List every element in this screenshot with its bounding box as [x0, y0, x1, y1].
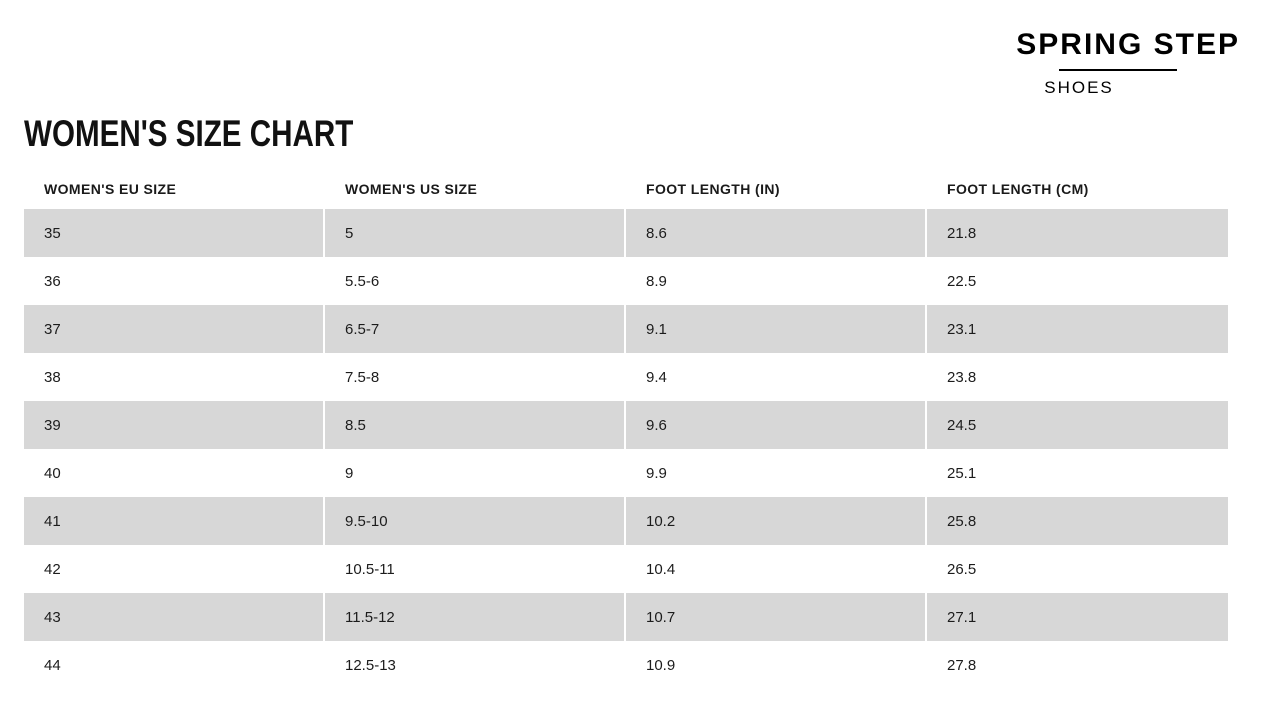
- table-cell: 25.1: [947, 464, 977, 482]
- table-cell: 43: [24, 593, 323, 641]
- table-cell: 35: [24, 209, 323, 257]
- table-cell: 23.8: [947, 368, 977, 386]
- table-cell: 7.5-8: [345, 368, 380, 386]
- table-cell: 41: [24, 497, 323, 545]
- column-header: WOMEN'S US SIZE: [345, 180, 478, 197]
- table-cell: 5: [325, 209, 624, 257]
- table-cell: 9.4: [646, 368, 667, 386]
- table-cell: 6.5-7: [325, 305, 624, 353]
- table-cell: 26.5: [947, 560, 977, 578]
- table-cell: 10.4: [646, 560, 676, 578]
- table-cell: 9: [345, 464, 354, 482]
- table-row: 44 12.5-13 10.9 27.8: [24, 641, 1228, 689]
- table-row: 43 11.5-12 10.7 27.1: [24, 593, 1228, 641]
- table-row: 41 9.5-10 10.2 25.8: [24, 497, 1228, 545]
- table-cell: 9.6: [626, 401, 925, 449]
- table-row: 35 5 8.6 21.8: [24, 209, 1228, 257]
- table-cell: 39: [24, 401, 323, 449]
- table-row: 38 7.5-8 9.4 23.8: [24, 353, 1228, 401]
- table-cell: 36: [44, 272, 61, 290]
- table-cell: 10.5-11: [345, 560, 395, 578]
- column-header: FOOT LENGTH (IN): [646, 180, 780, 197]
- table-cell: 9.5-10: [325, 497, 624, 545]
- table-cell: 8.6: [626, 209, 925, 257]
- size-chart-table: WOMEN'S EU SIZE WOMEN'S US SIZE FOOT LENGT…: [24, 168, 1228, 689]
- table-cell: 44: [44, 656, 61, 674]
- table-cell: 5.5-6: [345, 272, 380, 290]
- table-cell: 9.1: [626, 305, 925, 353]
- table-cell: 23.1: [927, 305, 1228, 353]
- table-cell: 40: [44, 464, 61, 482]
- page-title: WOMEN'S SIZE CHART: [24, 112, 354, 154]
- column-header: WOMEN'S EU SIZE: [44, 180, 177, 197]
- brand-name: SPRING STEP: [1016, 28, 1240, 61]
- table-row: 40 9 9.9 25.1: [24, 449, 1228, 497]
- table-cell: 9.9: [646, 464, 667, 482]
- table-cell: 37: [24, 305, 323, 353]
- table-cell: 10.7: [626, 593, 925, 641]
- table-cell: 24.5: [927, 401, 1228, 449]
- table-cell: 27.8: [947, 656, 977, 674]
- table-cell: 11.5-12: [325, 593, 624, 641]
- table-cell: 27.1: [927, 593, 1228, 641]
- brand-divider: [1059, 69, 1177, 71]
- table-cell: 12.5-13: [345, 656, 396, 674]
- table-cell: 8.5: [325, 401, 624, 449]
- table-cell: 42: [44, 560, 61, 578]
- table-row: 36 5.5-6 8.9 22.5: [24, 257, 1228, 305]
- table-cell: 22.5: [947, 272, 977, 290]
- brand-logo: SPRING STEP SHOES: [980, 28, 1240, 97]
- table-cell: 8.9: [646, 272, 667, 290]
- table-cell: 21.8: [927, 209, 1228, 257]
- column-header: FOOT LENGTH (CM): [947, 180, 1089, 197]
- table-cell: 38: [44, 368, 61, 386]
- table-row: 37 6.5-7 9.1 23.1: [24, 305, 1228, 353]
- table-row: 42 10.5-11 10.4 26.5: [24, 545, 1228, 593]
- table-cell: 25.8: [927, 497, 1228, 545]
- table-cell: 10.9: [646, 656, 676, 674]
- table-body: 35 5 8.6 21.8 36 5.5-6 8.9 22.5 37 6.5-7 9.1 23.1 38…: [24, 209, 1228, 689]
- table-row: 39 8.5 9.6 24.5: [24, 401, 1228, 449]
- table-cell: 10.2: [626, 497, 925, 545]
- brand-subtitle: SHOES: [1044, 78, 1114, 97]
- table-header-row: WOMEN'S EU SIZE WOMEN'S US SIZE FOOT LENGT…: [24, 168, 1228, 209]
